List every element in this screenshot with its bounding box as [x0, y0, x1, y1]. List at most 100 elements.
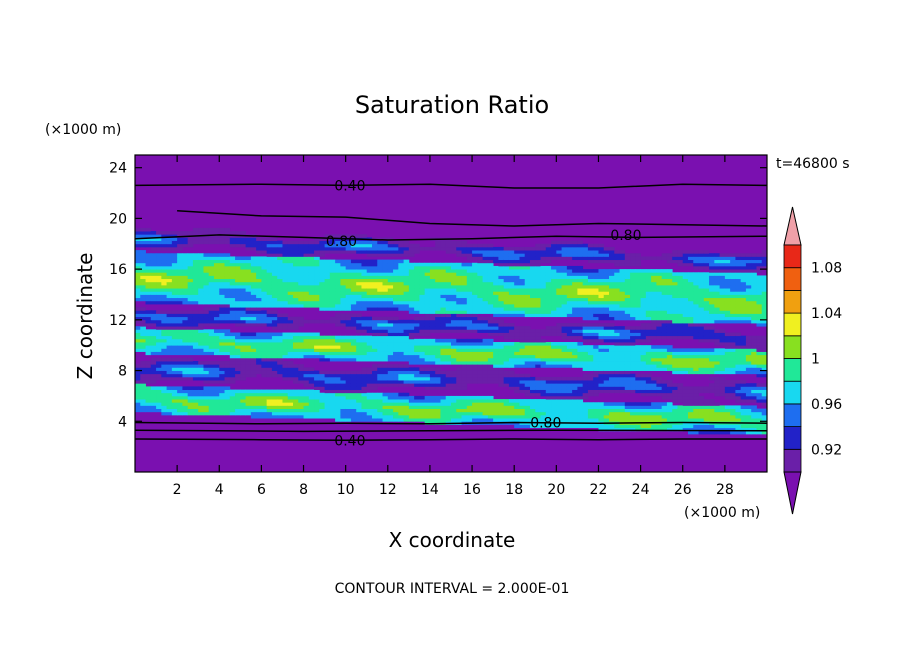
- field-cell: [635, 402, 641, 406]
- field-cell: [135, 364, 141, 368]
- field-cell: [498, 262, 505, 267]
- field-cell: [435, 348, 441, 352]
- field-cell: [566, 348, 573, 352]
- field-cell: [261, 265, 268, 270]
- field-cell: [619, 364, 626, 368]
- field-cell: [177, 288, 183, 292]
- field-cell: [393, 411, 399, 416]
- field-cell: [477, 405, 483, 409]
- field-cell: [387, 411, 394, 416]
- field-cell: [429, 326, 436, 330]
- field-cell: [198, 278, 204, 283]
- field-cell: [245, 265, 252, 270]
- field-cell: [414, 373, 420, 378]
- field-cell: [356, 288, 362, 292]
- field-cell: [372, 405, 378, 409]
- field-cell: [398, 284, 404, 289]
- field-cell: [235, 240, 241, 245]
- field-cell: [387, 383, 394, 387]
- field-cell: [287, 253, 294, 257]
- field-cell: [540, 386, 547, 390]
- field-cell: [229, 237, 236, 241]
- field-cell: [640, 389, 647, 394]
- field-cell: [182, 316, 189, 321]
- field-cell: [219, 272, 225, 276]
- field-cell: [535, 256, 541, 261]
- field-cell: [161, 395, 167, 400]
- field-cell: [482, 367, 489, 371]
- field-cell: [382, 357, 389, 362]
- field-cell: [514, 326, 520, 330]
- field-cell: [461, 418, 468, 422]
- field-cell: [171, 402, 178, 406]
- field-cell: [577, 386, 584, 390]
- field-cell: [419, 395, 426, 400]
- field-cell: [356, 402, 362, 406]
- field-cell: [261, 354, 268, 359]
- field-cell: [577, 376, 584, 381]
- field-cell: [372, 281, 378, 286]
- field-cell: [224, 262, 231, 267]
- field-cell: [461, 243, 468, 248]
- field-cell: [208, 364, 215, 368]
- field-cell: [198, 316, 204, 321]
- field-cell: [487, 338, 494, 343]
- field-cell: [651, 307, 657, 311]
- field-cell: [308, 291, 315, 295]
- field-cell: [287, 256, 294, 261]
- field-cell: [487, 408, 494, 413]
- field-cell: [240, 395, 246, 400]
- field-cell: [177, 262, 183, 267]
- field-cell: [540, 345, 547, 349]
- field-cell: [414, 361, 420, 365]
- field-cell: [187, 348, 194, 352]
- field-cell: [387, 414, 394, 419]
- field-cell: [598, 373, 605, 378]
- field-cell: [456, 351, 462, 356]
- field-cell: [487, 351, 494, 356]
- field-cell: [171, 262, 178, 267]
- field-cell: [171, 240, 178, 245]
- field-cell: [498, 361, 505, 365]
- field-cell: [219, 380, 225, 384]
- field-cell: [198, 253, 204, 257]
- field-cell: [335, 392, 341, 397]
- field-cell: [487, 380, 494, 384]
- field-cell: [361, 351, 368, 356]
- field-cell: [456, 243, 462, 248]
- field-cell: [135, 262, 141, 267]
- field-cell: [656, 326, 663, 330]
- field-cell: [451, 272, 457, 276]
- field-cell: [624, 303, 631, 308]
- field-cell: [440, 370, 447, 375]
- field-cell: [566, 418, 573, 422]
- field-cell: [287, 326, 294, 330]
- field-cell: [477, 303, 483, 308]
- field-cell: [203, 319, 210, 324]
- field-cell: [214, 281, 220, 286]
- field-cell: [398, 291, 404, 295]
- field-cell: [219, 316, 225, 321]
- field-cell: [335, 395, 341, 400]
- field-cell: [140, 253, 146, 257]
- field-cell: [271, 338, 278, 343]
- field-cell: [545, 414, 552, 419]
- field-cell: [387, 335, 394, 340]
- field-cell: [614, 342, 620, 346]
- field-cell: [556, 351, 562, 356]
- field-cell: [335, 243, 341, 248]
- field-cell: [240, 237, 246, 241]
- field-cell: [145, 351, 152, 356]
- field-cell: [245, 259, 252, 264]
- field-cell: [192, 370, 199, 375]
- field-cell: [182, 243, 189, 248]
- field-cell: [461, 319, 468, 324]
- field-cell: [198, 269, 204, 273]
- field-cell: [524, 284, 531, 289]
- field-cell: [366, 243, 373, 248]
- field-cell: [614, 380, 620, 384]
- field-cell: [287, 392, 294, 397]
- field-cell: [603, 326, 610, 330]
- field-cell: [582, 243, 589, 248]
- field-cell: [166, 269, 173, 273]
